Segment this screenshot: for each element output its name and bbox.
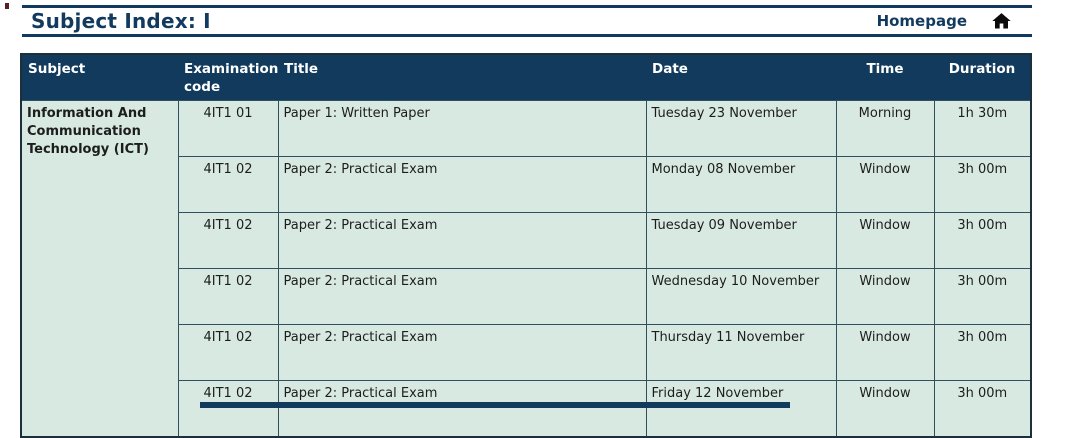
title-bar: Subject Index: I Homepage — [22, 5, 1032, 37]
date-cell: Thursday 11 November — [645, 324, 837, 382]
duration-cell: 3h 00m — [933, 268, 1032, 326]
homepage-link[interactable]: Homepage — [877, 11, 1012, 31]
table-row: 4IT1 02 Paper 2: Practical Exam Thursday… — [21, 324, 1032, 382]
time-cell: Window — [835, 268, 935, 326]
time-cell: Morning — [835, 100, 935, 158]
exam-timetable: Subject Examination code Title Date Time… — [20, 53, 1032, 438]
duration-cell: 3h 00m — [933, 212, 1032, 270]
column-header-exam-code: Examination code — [178, 54, 278, 101]
table-row: Information And Communication Technology… — [20, 100, 1032, 438]
exam-code-cell: 4IT1 02 — [177, 324, 279, 382]
column-header-title: Title — [278, 54, 646, 101]
date-cell: Tuesday 23 November — [645, 100, 837, 158]
exam-code-cell: 4IT1 02 — [177, 212, 279, 270]
table-row: 4IT1 02 Paper 2: Practical Exam Wednesda… — [21, 268, 1032, 326]
paper-title-cell: Paper 2: Practical Exam — [277, 324, 647, 382]
homepage-label[interactable]: Homepage — [876, 12, 967, 30]
paper-title-cell: Paper 2: Practical Exam — [277, 380, 647, 438]
duration-cell: 3h 00m — [933, 380, 1032, 438]
exam-code-cell: 4IT1 02 — [177, 268, 279, 326]
date-cell: Friday 12 November — [645, 380, 837, 438]
page-title: Subject Index: I — [31, 9, 211, 33]
column-header-duration: Duration — [934, 54, 1031, 101]
date-cell: Wednesday 10 November — [645, 268, 837, 326]
home-icon[interactable] — [991, 11, 1012, 31]
paper-title-cell: Paper 2: Practical Exam — [277, 156, 647, 214]
duration-cell: 1h 30m — [933, 100, 1032, 158]
exam-code-cell: 4IT1 02 — [177, 156, 279, 214]
time-cell: Window — [835, 156, 935, 214]
paper-title-cell: Paper 2: Practical Exam — [277, 212, 647, 270]
date-cell: Tuesday 09 November — [645, 212, 837, 270]
subject-cell: Information And Communication Technology… — [20, 100, 179, 438]
time-cell: Window — [835, 324, 935, 382]
table-row: 4IT1 02 Paper 2: Practical Exam Monday 0… — [21, 156, 1032, 214]
table-header-row: Subject Examination code Title Date Time… — [21, 54, 1031, 101]
paper-title-cell: Paper 2: Practical Exam — [277, 268, 647, 326]
column-header-date: Date — [646, 54, 836, 101]
time-cell: Window — [835, 380, 935, 438]
date-cell: Monday 08 November — [645, 156, 837, 214]
screen-artifact — [5, 3, 9, 9]
time-cell: Window — [835, 212, 935, 270]
duration-cell: 3h 00m — [933, 156, 1032, 214]
next-section-cutoff-bar — [200, 402, 790, 408]
exam-code-cell: 4IT1 02 — [177, 380, 279, 438]
duration-cell: 3h 00m — [933, 324, 1032, 382]
exam-code-cell: 4IT1 01 — [177, 100, 279, 158]
column-header-subject: Subject — [21, 54, 178, 101]
column-header-time: Time — [836, 54, 934, 101]
paper-title-cell: Paper 1: Written Paper — [277, 100, 647, 158]
table-row: 4IT1 02 Paper 2: Practical Exam Tuesday … — [21, 212, 1032, 270]
